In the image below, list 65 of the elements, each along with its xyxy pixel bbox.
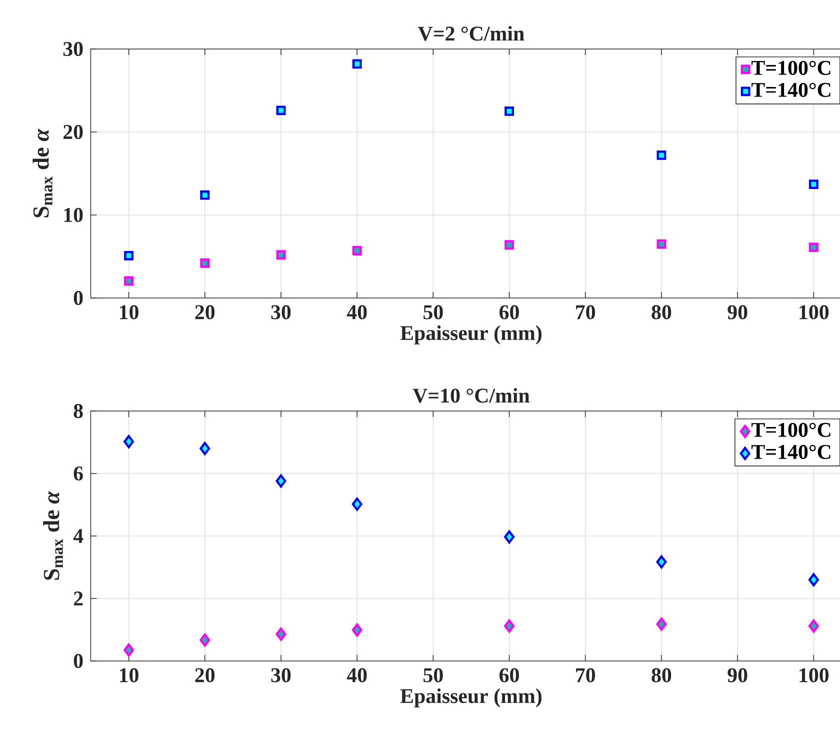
point (656, 555, 667, 569)
x-tick-label: 100 (800, 668, 829, 682)
x-tick-label: 80 (652, 305, 672, 320)
legend-label: T=100°C (752, 60, 830, 75)
point (352, 623, 362, 637)
point (352, 498, 362, 511)
point (504, 619, 514, 633)
x-tick-label: 20 (195, 305, 215, 320)
point (504, 530, 514, 544)
x-tick-label: 30 (271, 668, 291, 682)
x-tick-label: 40 (346, 668, 367, 682)
legend-label: T=100°C (752, 422, 830, 437)
y-tick-label: 2 (74, 592, 83, 606)
point (276, 628, 286, 641)
y-tick-label: 0 (74, 290, 83, 306)
y-tick-label: 20 (63, 124, 83, 140)
legend-label: T=140°C (752, 444, 830, 460)
x-tick-label: 40 (346, 305, 367, 320)
point (200, 258, 210, 268)
point (656, 618, 667, 631)
y-tick-label: 4 (73, 529, 84, 543)
y-tick-label: 0 (74, 654, 83, 668)
point (200, 633, 210, 647)
x-tick-label: 30 (271, 305, 291, 320)
y-tick-label: 6 (74, 466, 83, 481)
x-tick-label: 60 (500, 305, 519, 320)
x-tick-label: 10 (120, 668, 138, 682)
point (200, 442, 210, 456)
point (276, 250, 286, 260)
point (276, 106, 286, 116)
point (200, 190, 210, 200)
x-tick-label: 50 (424, 305, 443, 320)
x-tick-label: 70 (576, 668, 596, 682)
point (808, 242, 818, 252)
y-tick-label: 30 (63, 42, 83, 56)
x-axis-title: Epaisseur (mm) (400, 688, 542, 708)
chart-title: V=2 °C/min (418, 26, 524, 41)
point (656, 150, 666, 160)
point (124, 276, 134, 286)
point (808, 180, 818, 189)
y-tick-label: 10 (64, 208, 83, 222)
point (656, 239, 666, 249)
y-tick-label: 8 (74, 404, 83, 418)
legend-label: T=140°C (752, 82, 830, 97)
x-tick-label: 50 (424, 668, 443, 682)
x-tick-label: 60 (500, 668, 519, 682)
point (124, 643, 134, 657)
y-axis-title: S$_{max}$ de α (43, 490, 63, 580)
chart-title: V=10 °C/min (412, 388, 530, 403)
point (352, 246, 362, 256)
x-tick-label: 20 (195, 668, 215, 682)
point (276, 474, 286, 488)
x-tick-label: 90 (728, 305, 748, 320)
x-tick-label: 100 (800, 305, 829, 320)
point (504, 106, 514, 116)
x-tick-label: 90 (728, 668, 748, 682)
point (124, 435, 134, 448)
point (504, 240, 514, 250)
point (352, 59, 362, 69)
x-tick-label: 70 (576, 305, 596, 320)
x-axis-title: Epaisseur (mm) (400, 325, 542, 344)
x-tick-label: 10 (120, 305, 138, 320)
point (124, 250, 134, 260)
y-axis-title: S$_{max}$ de α (32, 128, 52, 218)
x-tick-label: 80 (652, 668, 672, 682)
